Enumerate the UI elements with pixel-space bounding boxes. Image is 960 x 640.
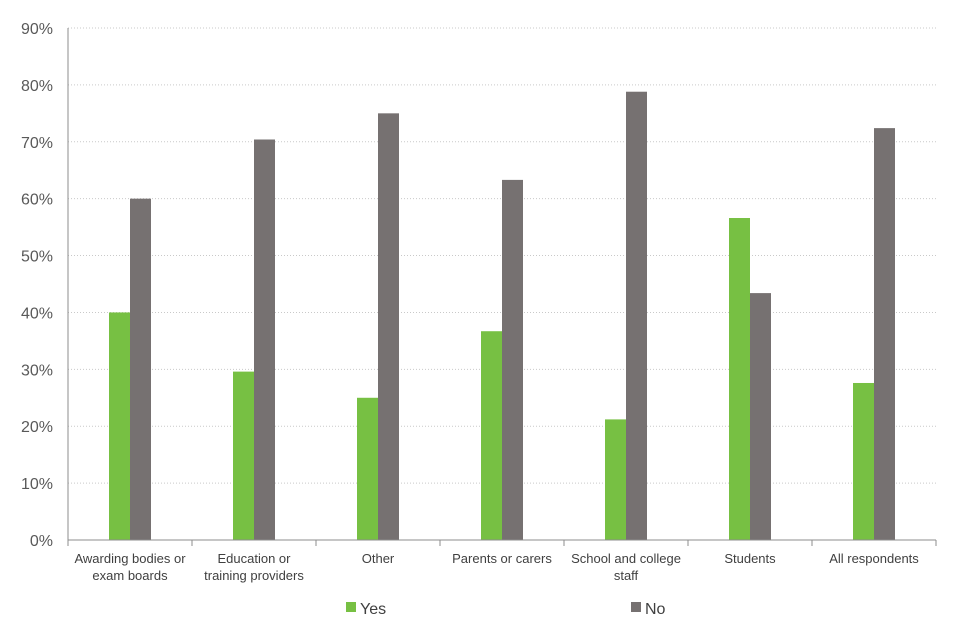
bar-no	[626, 91, 647, 541]
x-category-label: Parents or carers	[452, 551, 552, 566]
x-category-label: Students	[724, 551, 776, 566]
legend-label-no: No	[645, 601, 666, 618]
bar-no	[502, 179, 523, 541]
bar-no	[254, 139, 275, 540]
x-category-label: Awarding bodies or exam boards	[74, 551, 186, 583]
bar-yes	[729, 218, 750, 540]
bar-no	[874, 128, 895, 540]
x-category-label: Education or training providers	[204, 551, 304, 583]
x-category-label: All respondents	[829, 551, 919, 566]
legend-swatch-no	[631, 602, 641, 612]
bar-yes	[605, 419, 626, 540]
y-tick-label: 70%	[21, 135, 53, 152]
bar-yes	[233, 371, 254, 540]
y-tick-label: 20%	[21, 419, 53, 436]
bar-yes	[853, 382, 874, 540]
gridlines	[68, 27, 936, 484]
bars	[109, 91, 895, 541]
y-axis-tick-labels: 0% 10% 20% 30% 40% 50% 60% 70% 80% 90%	[21, 21, 53, 550]
bar-no	[750, 293, 771, 540]
y-tick-label: 0%	[30, 533, 53, 550]
y-tick-label: 10%	[21, 476, 53, 493]
y-tick-label: 80%	[21, 78, 53, 95]
bar-no	[378, 113, 399, 540]
x-category-label: Other	[362, 551, 395, 566]
y-tick-label: 50%	[21, 249, 53, 266]
x-axis	[67, 28, 937, 546]
legend-swatch-yes	[346, 602, 356, 612]
bar-no	[130, 198, 151, 540]
bar-yes	[357, 397, 378, 540]
legend-label-yes: Yes	[360, 601, 386, 618]
y-tick-label: 30%	[21, 362, 53, 379]
legend: Yes No	[346, 601, 666, 618]
x-axis-category-labels: Awarding bodies or exam boards Education o…	[74, 551, 919, 583]
bar-yes	[109, 312, 130, 540]
bar-yes	[481, 331, 502, 540]
x-category-label: School and college staff	[571, 551, 681, 583]
y-tick-label: 90%	[21, 21, 53, 38]
y-tick-label: 40%	[21, 305, 53, 322]
y-tick-label: 60%	[21, 192, 53, 209]
